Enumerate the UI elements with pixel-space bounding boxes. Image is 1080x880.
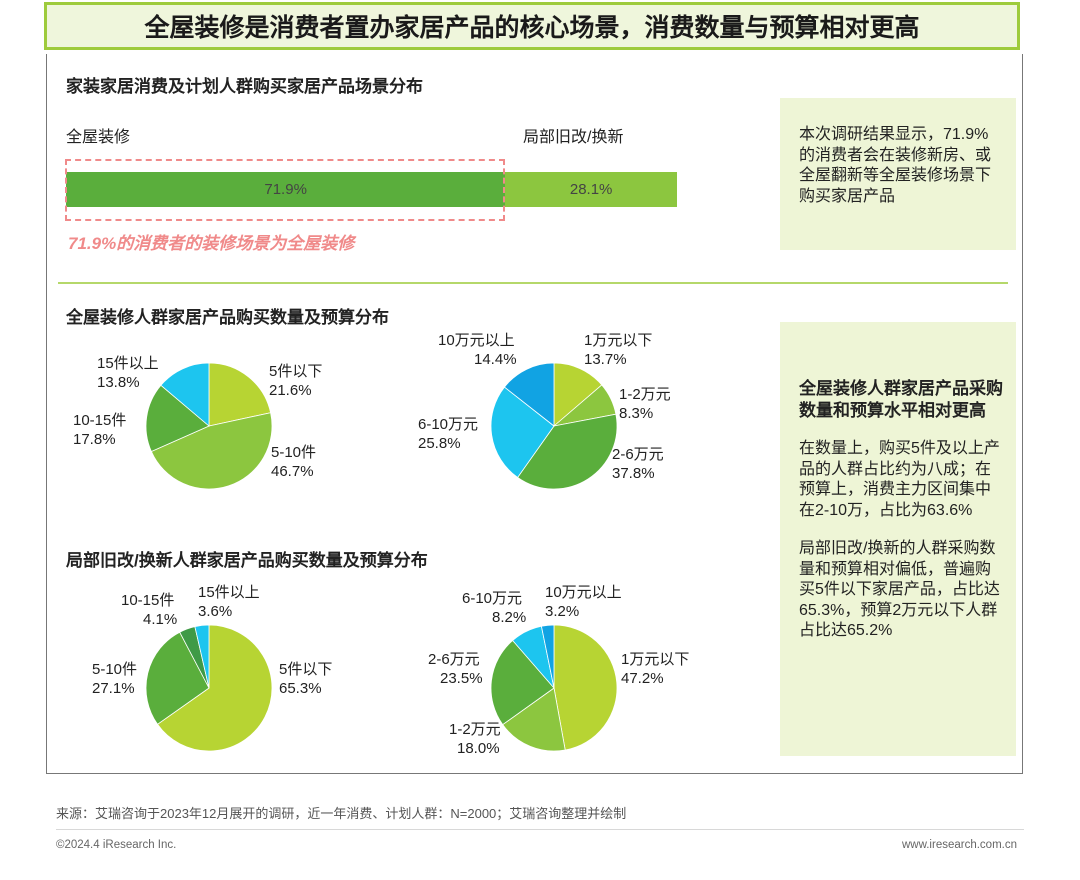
side-insight-heading: 全屋装修人群家居产品采购数量和预算水平相对更高 — [799, 379, 1003, 420]
scene-label-whole-house: 全屋装修 — [66, 129, 131, 146]
pie-slice — [540, 624, 555, 689]
highlight-note: 71.9%的消费者的装修场景为全屋装修 — [68, 234, 355, 253]
pie-label: 15件以上 13.8% — [97, 355, 159, 391]
pie-label: 10-15件 17.8% — [73, 412, 127, 448]
highlight-dashed-box — [65, 159, 506, 221]
pie-label: 10-15件 4.1% — [121, 592, 178, 628]
pie-label: 1-2万元 18.0% — [449, 721, 501, 757]
copyright: ©2024.4 iResearch Inc. — [56, 839, 177, 851]
side-summary-box: 本次调研结果显示，71.9%的消费者会在装修新房、或全屋翻新等全屋装修场景下购买… — [780, 98, 1016, 250]
bar-segment-whole-house: 71.9% — [66, 172, 506, 207]
side-insight-box: 全屋装修人群家居产品采购数量和预算水平相对更高 在数量上，购买5件及以上产品的人… — [780, 322, 1016, 756]
side-insight-para1: 在数量上，购买5件及以上产品的人群占比约为八成；在预算上，消费主力区间集中在2-… — [799, 440, 1000, 519]
pie-slice — [150, 412, 273, 490]
section2-title: 全屋装修人群家居产品购买数量及预算分布 — [66, 308, 389, 327]
pie-label: 6-10万元 25.8% — [418, 416, 479, 452]
pie-slice — [503, 362, 555, 427]
pie-label: 2-6万元 23.5% — [428, 651, 483, 687]
page-title: 全屋装修是消费者置办家居产品的核心场景，消费数量与预算相对更高 — [44, 2, 1020, 50]
source-note: 来源：艾瑞咨询于2023年12月展开的调研，近一年消费、计划人群：N=2000；… — [56, 806, 627, 821]
pie-partial-budget — [490, 624, 618, 752]
pie-slice — [160, 362, 210, 427]
pie-label: 10万元以上 3.2% — [545, 584, 622, 620]
pie-slice — [208, 362, 272, 427]
pie-slice — [502, 687, 566, 752]
pie-whole-house-quantity — [145, 362, 273, 490]
section-divider — [58, 282, 1008, 284]
pie-label: 1万元以下 47.2% — [621, 651, 690, 687]
bar-value-label: 28.1% — [569, 181, 613, 198]
pie-slice — [156, 624, 273, 752]
pie-slice — [490, 386, 555, 478]
pie-whole-house-budget — [490, 362, 618, 490]
bar-segment-partial: 28.1% — [505, 172, 677, 207]
content-frame — [46, 54, 1023, 774]
section1-title: 家装家居消费及计划人群购买家居产品场景分布 — [66, 77, 423, 96]
bar-value-label: 71.9% — [264, 181, 307, 198]
pie-label: 5件以下 65.3% — [279, 661, 333, 697]
footer-divider — [56, 829, 1024, 830]
pie-slice — [194, 624, 210, 689]
pie-label: 10万元以上 14.4% — [438, 332, 517, 368]
pie-label: 5-10件 46.7% — [271, 444, 317, 480]
pie-label: 1-2万元 8.3% — [619, 386, 671, 422]
pie-label: 15件以上 3.6% — [198, 584, 260, 620]
pie-slice — [553, 362, 603, 427]
pie-slice — [490, 639, 555, 726]
pie-label: 1万元以下 13.7% — [584, 332, 653, 368]
pie-slice — [517, 413, 618, 490]
website-link[interactable]: www.iresearch.com.cn — [901, 839, 1017, 851]
pie-label: 6-10万元 8.2% — [462, 590, 527, 626]
pie-label: 5件以下 21.6% — [269, 363, 323, 399]
pie-label: 2-6万元 37.8% — [612, 446, 664, 482]
section3-title: 局部旧改/换新人群家居产品购买数量及预算分布 — [66, 551, 428, 570]
pie-slice — [145, 384, 210, 453]
pie-slice — [553, 624, 618, 751]
side-insight-para2: 局部旧改/换新的人群采购数量和预算相对偏低，普遍购买5件以下家居产品，占比达65… — [799, 540, 1000, 639]
pie-slice — [145, 631, 210, 725]
side-summary-text: 本次调研结果显示，71.9%的消费者会在装修新房、或全屋翻新等全屋装修场景下购买… — [799, 126, 992, 205]
pie-partial-quantity — [145, 624, 273, 752]
scene-label-partial: 局部旧改/换新 — [523, 129, 624, 146]
pie-label: 5-10件 27.1% — [92, 661, 138, 697]
